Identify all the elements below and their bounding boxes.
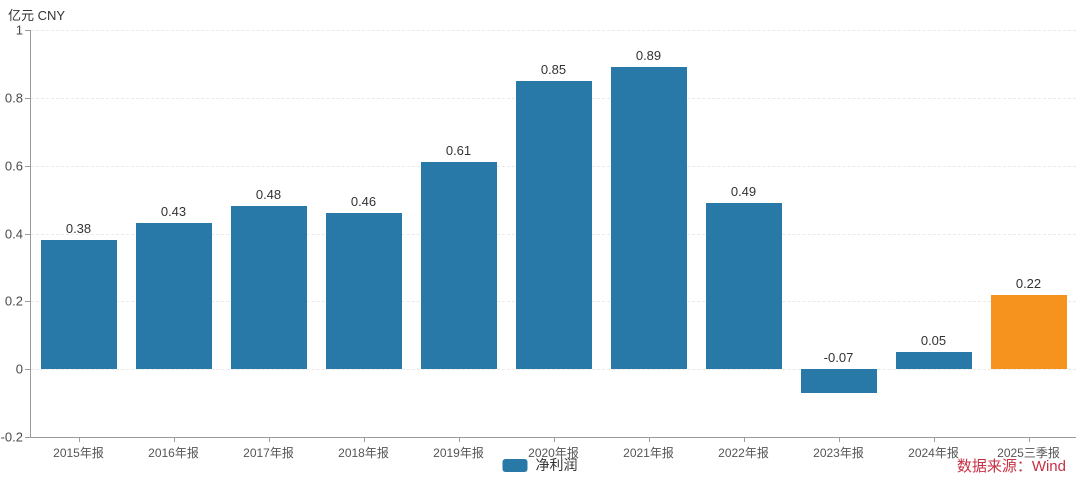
bar-2019年报[interactable] bbox=[420, 162, 497, 370]
y-axis-tick bbox=[25, 165, 31, 167]
y-axis-tick bbox=[25, 30, 31, 31]
data-source-label: 数据来源：Wind bbox=[956, 458, 1066, 475]
x-axis-tick bbox=[268, 437, 270, 442]
bar-value-label: 0.05 bbox=[920, 333, 947, 349]
bar-value-label: -0.07 bbox=[823, 350, 854, 366]
bar-2015年报[interactable] bbox=[40, 240, 117, 370]
x-axis-category-label: 2015年报 bbox=[53, 446, 104, 460]
x-axis-tick bbox=[173, 437, 175, 442]
bar-value-label: 0.38 bbox=[65, 221, 92, 237]
x-axis-tick bbox=[1028, 437, 1030, 442]
x-axis-tick bbox=[838, 437, 840, 442]
x-axis-tick bbox=[743, 437, 745, 442]
y-axis-tick-label: 0 bbox=[15, 361, 23, 377]
bar-2024年报[interactable] bbox=[895, 352, 972, 370]
y-axis-tick-label: 1 bbox=[15, 22, 23, 38]
bar-2016年报[interactable] bbox=[135, 223, 212, 370]
x-axis-category-label: 2025三季报 bbox=[997, 446, 1060, 460]
y-axis-unit-label: 亿元 CNY bbox=[8, 8, 66, 23]
x-axis-category-label: 2021年报 bbox=[623, 446, 674, 460]
x-axis-category-label: 2019年报 bbox=[433, 446, 484, 460]
x-axis-tick bbox=[363, 437, 365, 442]
bar-2017年报[interactable] bbox=[230, 206, 307, 370]
y-axis-tick bbox=[25, 301, 31, 303]
gridline bbox=[31, 30, 1076, 31]
legend-swatch-icon bbox=[502, 458, 528, 472]
x-axis-tick bbox=[458, 437, 460, 442]
bar-2018年报[interactable] bbox=[325, 213, 402, 370]
y-axis-tick-label: 0.2 bbox=[4, 293, 23, 309]
x-axis-category-label: 2020年报 bbox=[528, 446, 579, 460]
bar-value-label: 0.61 bbox=[445, 143, 472, 159]
legend-label: 净利润 bbox=[535, 457, 578, 473]
bar-value-label: 0.89 bbox=[635, 48, 662, 64]
bar-2020年报[interactable] bbox=[515, 80, 592, 370]
bar-value-label: 0.49 bbox=[730, 183, 757, 199]
y-axis-tick-label: 0.4 bbox=[4, 226, 23, 241]
plot-area: 1 0.8 0.6 0.4 0.2 0 -0.2 0.38 2015年报 0.43 2016年报 0.… bbox=[1, 23, 1076, 460]
x-axis-category-label: 2016年报 bbox=[148, 446, 199, 460]
bar-value-label: 0.43 bbox=[160, 204, 187, 220]
y-axis-tick bbox=[25, 97, 31, 99]
bar-2021年报[interactable] bbox=[610, 67, 687, 370]
x-axis-category-label: 2024年报 bbox=[908, 446, 959, 460]
x-axis-category-label: 2017年报 bbox=[243, 446, 294, 460]
y-axis-tick bbox=[25, 369, 31, 371]
x-axis-tick bbox=[648, 437, 650, 442]
bar-value-label: 0.48 bbox=[255, 187, 282, 203]
x-axis-category-label: 2022年报 bbox=[718, 446, 769, 460]
y-axis-tick-label: 0.8 bbox=[4, 90, 23, 106]
bar-value-label: 0.46 bbox=[350, 194, 377, 210]
bar-value-label: 0.22 bbox=[1015, 275, 1042, 291]
x-axis-category-label: 2018年报 bbox=[338, 446, 389, 460]
y-axis-tick-label: 0.6 bbox=[4, 158, 23, 174]
x-axis-tick bbox=[933, 437, 935, 442]
bar-value-label: 0.85 bbox=[540, 61, 567, 77]
gridline bbox=[31, 369, 1076, 371]
bar-2025三季报[interactable] bbox=[990, 294, 1067, 370]
y-axis-tick bbox=[25, 437, 31, 438]
x-axis-tick bbox=[78, 437, 80, 442]
x-axis-tick bbox=[553, 437, 555, 442]
y-axis-tick-label: -0.2 bbox=[0, 429, 23, 445]
y-axis-tick bbox=[25, 233, 31, 235]
bar-2023年报[interactable] bbox=[800, 369, 877, 393]
legend[interactable]: 净利润 bbox=[502, 455, 578, 475]
x-axis-category-label: 2023年报 bbox=[813, 446, 864, 460]
bar-2022年报[interactable] bbox=[705, 202, 782, 370]
